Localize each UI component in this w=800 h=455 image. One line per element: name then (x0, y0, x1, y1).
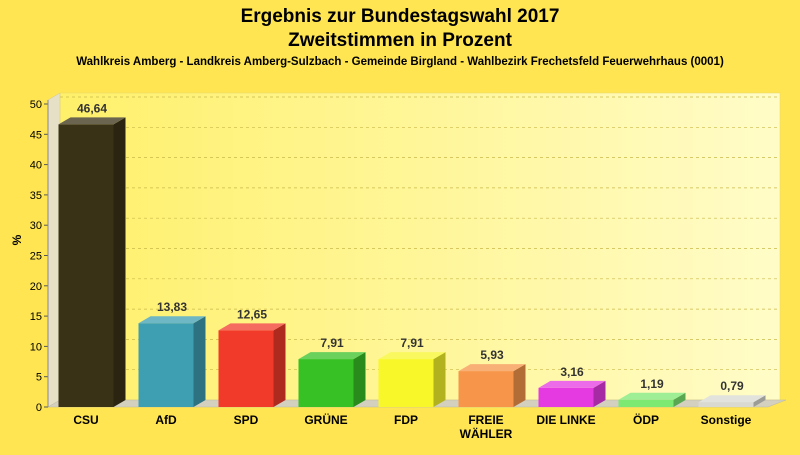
x-tick-label: ÖDP (633, 412, 659, 427)
data-label: 7,91 (320, 336, 344, 350)
bar-top (298, 352, 366, 360)
chart-subtitle: Zweitstimmen in Prozent (288, 30, 512, 51)
x-tick-label: GRÜNE (304, 412, 347, 427)
bar-side (193, 316, 206, 407)
bar-front (698, 402, 754, 407)
x-tick-label: WÄHLER (460, 426, 513, 441)
bar-front (138, 323, 194, 407)
bar-front (218, 330, 274, 407)
x-tick-label: CSU (73, 413, 98, 427)
data-label: 7,91 (400, 336, 424, 350)
bar-top (58, 117, 126, 125)
y-tick-label: 50 (30, 99, 42, 111)
bar-top (538, 380, 606, 388)
bar-top (138, 316, 206, 324)
bar-top (378, 352, 446, 360)
bar-side (113, 117, 126, 407)
x-tick-label: FDP (394, 413, 418, 427)
bar-side (433, 352, 446, 407)
bar-top (458, 364, 526, 372)
bar-3 (298, 352, 366, 407)
bar-2 (218, 323, 286, 407)
bar-7 (618, 392, 686, 407)
y-tick-label: 0 (36, 402, 42, 414)
bar-front (298, 359, 354, 407)
x-tick-label: SPD (234, 413, 259, 427)
bar-front (618, 399, 674, 407)
bar-5 (458, 364, 526, 407)
bar-side (593, 380, 606, 407)
x-tick-label: AfD (155, 413, 177, 427)
bar-side (273, 323, 286, 407)
chart-title: Ergebnis zur Bundestagswahl 2017 (241, 6, 560, 27)
bar-side (513, 364, 526, 407)
bar-front (458, 371, 514, 407)
bar-top (618, 392, 686, 400)
bar-top (218, 323, 286, 331)
data-label: 13,83 (157, 300, 187, 314)
x-tick-label: FREIE (468, 413, 503, 427)
data-label: 0,79 (720, 379, 744, 393)
y-axis-label: % (10, 234, 24, 245)
bar-1 (138, 316, 206, 407)
y-tick-label: 40 (30, 160, 42, 172)
y-tick-label: 5 (36, 372, 42, 384)
plot-side-wall (47, 92, 61, 408)
data-label: 12,65 (237, 307, 267, 321)
y-tick-label: 10 (30, 341, 42, 353)
bar-top (698, 395, 766, 403)
y-tick-label: 15 (30, 311, 42, 323)
x-tick-label: DIE LINKE (536, 413, 595, 427)
bar-4 (378, 352, 446, 407)
bar-front (538, 387, 594, 407)
y-tick-label: 30 (30, 220, 42, 232)
bar-side (353, 352, 366, 407)
bar-6 (538, 380, 606, 407)
bar-side (753, 395, 766, 407)
y-tick-label: 35 (30, 190, 42, 202)
y-tick-label: 25 (30, 251, 42, 263)
y-tick-label: 45 (30, 129, 42, 141)
y-tick-label: 20 (30, 281, 42, 293)
data-label: 5,93 (480, 348, 504, 362)
data-label: 46,64 (77, 101, 107, 115)
bar-side (673, 392, 686, 407)
x-tick-label: Sonstige (701, 413, 752, 427)
chart-caption: Wahlkreis Amberg - Landkreis Amberg-Sulz… (76, 56, 724, 68)
data-label: 1,19 (640, 377, 664, 391)
data-label: 3,16 (560, 365, 584, 379)
bar-0 (58, 117, 126, 407)
bar-front (378, 359, 434, 407)
bar-front (58, 124, 114, 407)
bar-8 (698, 395, 766, 407)
